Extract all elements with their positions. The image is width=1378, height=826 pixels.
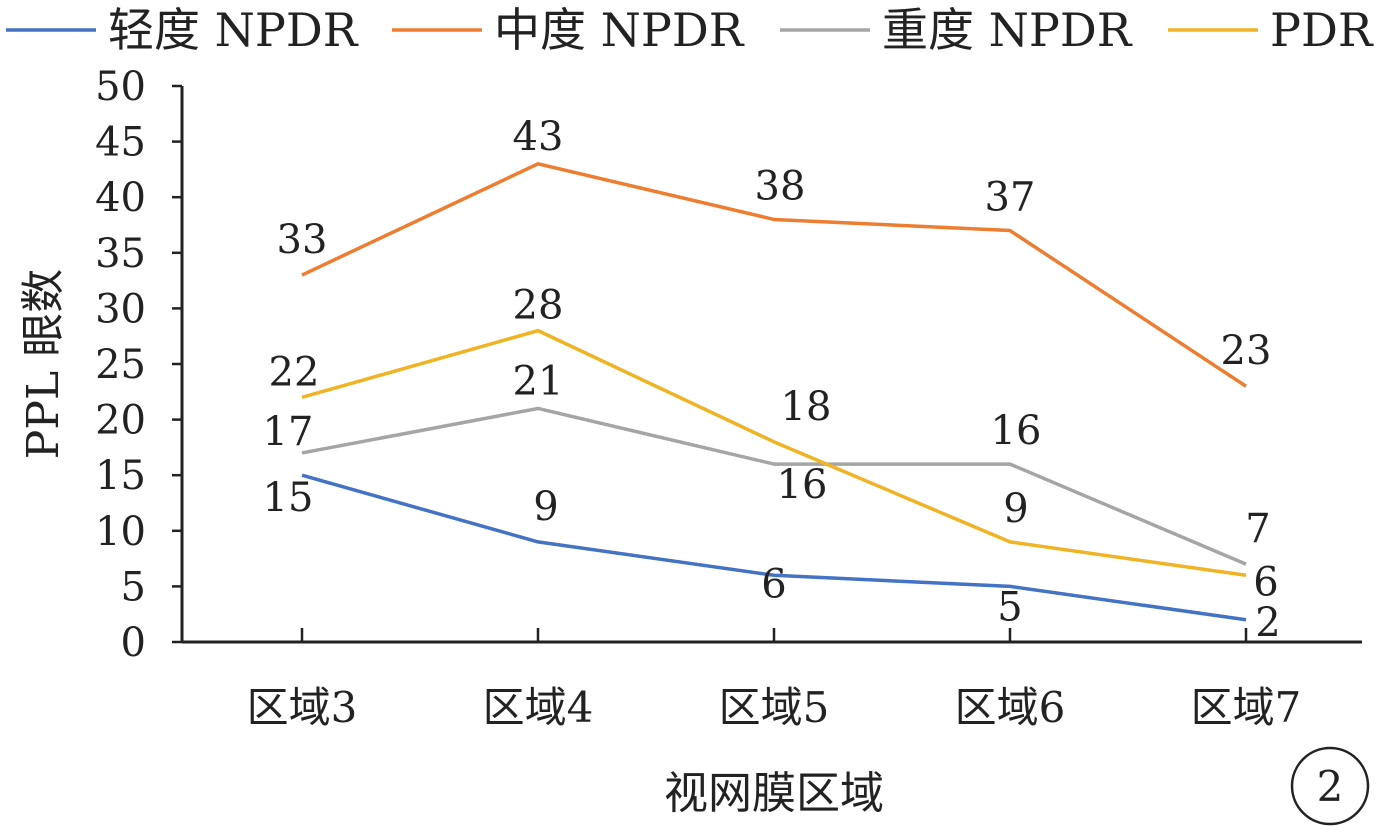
legend: 轻度 NPDR 中度 NPDR 重度 NPDR PDR <box>6 3 1374 57</box>
series-line-0 <box>301 473 1247 622</box>
x-axis-title: 视网膜区域 <box>664 768 884 819</box>
data-label: 16 <box>991 408 1042 454</box>
data-label: 38 <box>755 163 806 209</box>
series-lines <box>301 162 1247 622</box>
data-label: 9 <box>1003 486 1028 532</box>
data-label: 9 <box>533 484 558 530</box>
y-tick-label: 25 <box>95 342 146 388</box>
data-label: 6 <box>761 561 786 607</box>
x-tick-label: 区域7 <box>1191 683 1302 732</box>
legend-label-0: 轻度 NPDR <box>108 3 359 57</box>
y-tick-label: 30 <box>95 286 146 332</box>
figure-badge-number: 2 <box>1317 762 1344 811</box>
x-tick-label: 区域6 <box>955 683 1066 732</box>
figure-badge-circle <box>1290 746 1370 826</box>
data-label: 21 <box>513 358 564 404</box>
data-label: 2 <box>1255 600 1280 646</box>
y-tick-label: 20 <box>95 398 146 444</box>
y-tick-label: 45 <box>95 120 146 166</box>
y-tick-label: 10 <box>95 509 146 555</box>
figure-badge: 2 <box>1290 746 1370 826</box>
y-tick-label: 5 <box>121 564 146 610</box>
data-label: 7 <box>1245 506 1270 552</box>
series-line-1 <box>301 162 1247 388</box>
series-line-2 <box>301 406 1247 566</box>
y-tick-label: 15 <box>95 453 146 499</box>
y-tick-label: 50 <box>95 64 146 110</box>
data-label: 37 <box>985 175 1036 221</box>
y-tick-label: 0 <box>121 620 146 666</box>
data-label: 18 <box>781 384 832 430</box>
x-tick-label: 区域3 <box>247 683 358 732</box>
data-label: 15 <box>263 475 314 521</box>
legend-label-2: 重度 NPDR <box>882 3 1133 57</box>
y-tick-label: 40 <box>95 175 146 221</box>
data-labels: 15 9 6 5 2 33 43 38 37 23 17 21 16 16 7 22 28 18 9 6 <box>263 114 1281 646</box>
legend-label-1: 中度 NPDR <box>494 3 745 57</box>
data-label: 28 <box>513 283 564 329</box>
x-tick-label: 区域4 <box>483 683 594 732</box>
data-label: 5 <box>997 584 1022 630</box>
data-label: 43 <box>513 114 564 160</box>
y-tick-label: 35 <box>95 231 146 277</box>
legend-label-3: PDR <box>1270 3 1374 57</box>
series-line-3 <box>301 328 1247 578</box>
data-label: 22 <box>269 349 320 395</box>
data-label: 16 <box>777 462 828 508</box>
data-label: 6 <box>1253 559 1278 605</box>
data-label: 33 <box>277 217 328 263</box>
data-label: 23 <box>1221 328 1272 374</box>
y-axis-title: PPL 眼数 <box>18 269 69 459</box>
x-tick-label: 区域5 <box>719 683 830 732</box>
data-label: 17 <box>263 409 314 455</box>
